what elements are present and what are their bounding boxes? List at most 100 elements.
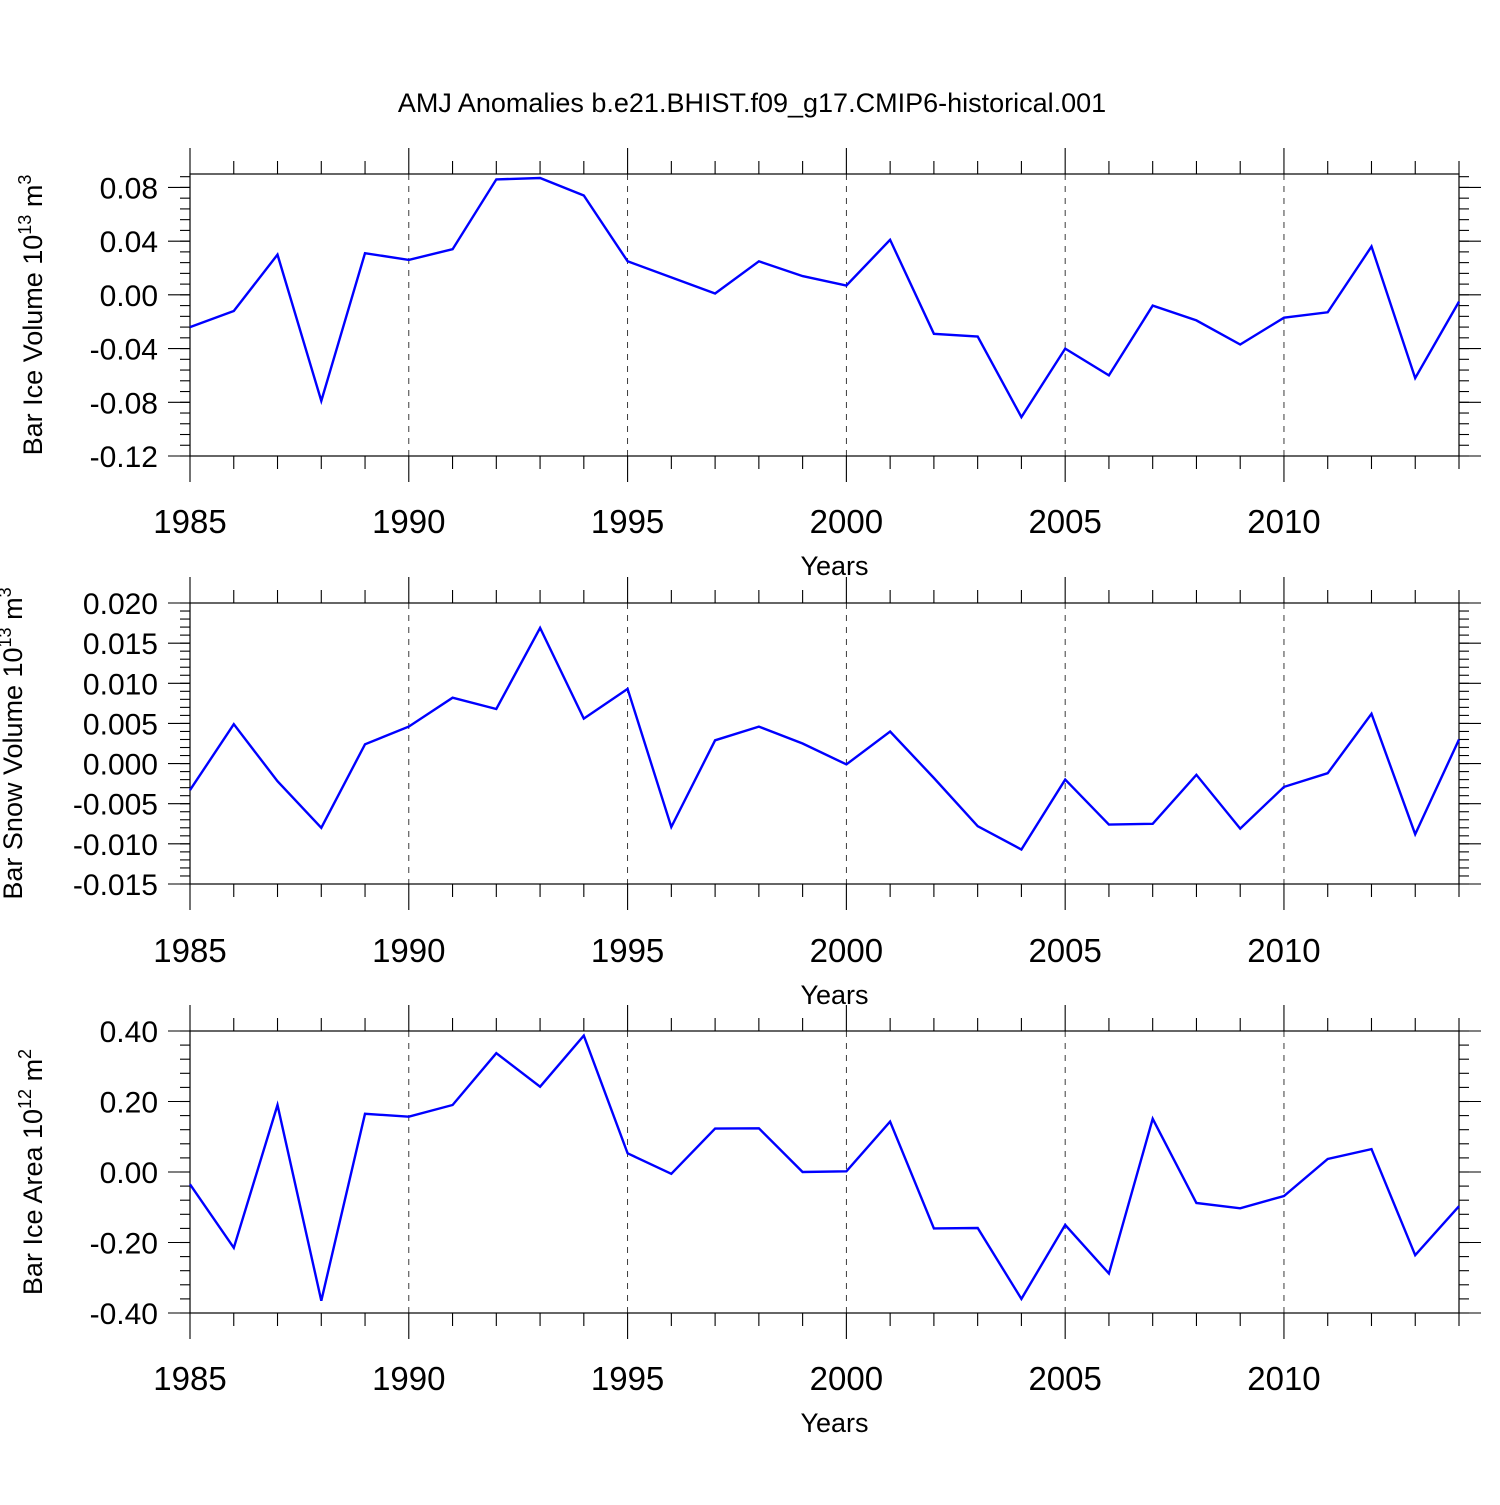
data-point [801, 742, 805, 746]
data-point [1063, 778, 1067, 782]
data-point [932, 332, 936, 336]
data-point [232, 722, 236, 726]
data-point [1413, 1253, 1417, 1257]
data-point [669, 275, 673, 279]
panel-2: -0.015 -0.010 -0.005 0.000 0.005 0.010 0.015 0.… [0, 577, 1481, 1010]
data-point [1282, 316, 1286, 320]
data-point [188, 788, 192, 792]
data-point [1238, 827, 1242, 831]
data-point [319, 826, 323, 830]
data-point [713, 738, 717, 742]
data-point [1326, 771, 1330, 775]
data-point [1413, 832, 1417, 836]
x-tick-label: 2000 [810, 1360, 883, 1397]
data-point [582, 717, 586, 721]
y-axis-label-main: Bar Ice Area 10 [18, 1109, 48, 1295]
data-point [1194, 773, 1198, 777]
x-tick-label: 2005 [1028, 503, 1101, 540]
y-tick-label: 0.020 [83, 588, 158, 621]
x-tick-label: 2010 [1247, 503, 1320, 540]
series-line-bar-ice-volume [189, 176, 1461, 420]
y-axis-label: Bar Ice Area 1012 m2 [15, 1049, 48, 1295]
x-tick-label: 1990 [372, 503, 445, 540]
data-point [1282, 1194, 1286, 1198]
data-point [844, 283, 848, 287]
data-point [407, 258, 411, 262]
x-tick-label: 2005 [1028, 1360, 1101, 1397]
y-tick-label: 0.08 [100, 172, 158, 205]
data-point [1457, 737, 1461, 741]
data-point [757, 725, 761, 729]
data-point [494, 1051, 498, 1055]
data-point [319, 1299, 323, 1303]
panel-1: -0.12 -0.08 -0.04 0.00 0.04 0.08 1985 1990 1995 2… [15, 148, 1481, 581]
data-point [1107, 1272, 1111, 1276]
data-point [713, 292, 717, 296]
data-point [1107, 823, 1111, 827]
data-point [801, 274, 805, 278]
data-point [844, 1169, 848, 1173]
y-axis-label-exponent: 12 [15, 1089, 35, 1109]
data-point [407, 725, 411, 729]
y-tick-label: -0.04 [90, 334, 158, 367]
y-tick-label: 0.00 [100, 280, 158, 313]
panel-3: -0.40 -0.20 0.00 0.20 0.40 1985 1990 1995 2000 20… [15, 1005, 1481, 1438]
x-tick-label: 1985 [153, 932, 226, 969]
data-point [1194, 1201, 1198, 1205]
y-tick-label: -0.12 [90, 441, 158, 474]
y-tick-label: 0.40 [100, 1016, 158, 1049]
data-point [1194, 318, 1198, 322]
data-point [888, 238, 892, 242]
y-tick-label: -0.015 [73, 869, 158, 902]
data-point [1019, 847, 1023, 851]
data-point [1151, 822, 1155, 826]
data-point [1457, 1204, 1461, 1208]
y-tick-label: 0.005 [83, 708, 158, 741]
data-point [757, 259, 761, 263]
data-point [1326, 1157, 1330, 1161]
y-axis-label-exponent: 13 [0, 627, 15, 647]
y-axis-label-main: Bar Ice Volume 10 [18, 235, 48, 456]
plot-frame [189, 173, 1460, 457]
data-point [1369, 245, 1373, 249]
data-point [232, 1246, 236, 1250]
y-tick-label: 0.015 [83, 628, 158, 661]
data-point [1369, 1147, 1373, 1151]
x-tick-label: 2010 [1247, 1360, 1320, 1397]
series-line-bar-snow-volume [189, 625, 1461, 852]
data-point [976, 334, 980, 338]
data-point [1457, 300, 1461, 304]
data-point [232, 309, 236, 313]
data-point [626, 1151, 630, 1155]
y-axis-label-main: Bar Snow Volume 10 [0, 647, 28, 899]
x-tick-label: 1995 [591, 503, 664, 540]
y-tick-label: 0.010 [83, 668, 158, 701]
data-point [713, 1127, 717, 1131]
y-tick-label: -0.40 [90, 1298, 158, 1331]
data-point [626, 687, 630, 691]
data-point [451, 247, 455, 251]
data-point [1238, 343, 1242, 347]
data-point [1238, 1206, 1242, 1210]
data-point [932, 1226, 936, 1230]
data-point [1413, 376, 1417, 380]
x-tick-label: 2000 [810, 932, 883, 969]
y-tick-label: 0.000 [83, 749, 158, 782]
data-point [1151, 304, 1155, 308]
data-point [1151, 1117, 1155, 1121]
data-point [407, 1115, 411, 1119]
data-point [276, 779, 280, 783]
chart-title: AMJ Anomalies b.e21.BHIST.f09_g17.CMIP6-… [398, 88, 1106, 118]
y-axis-label-unit: m [0, 597, 28, 627]
x-tick-label: 1985 [153, 503, 226, 540]
data-point [1019, 1297, 1023, 1301]
y-axis-label-unit-exponent: 2 [15, 1049, 35, 1059]
data-point [1019, 415, 1023, 419]
data-point [1369, 712, 1373, 716]
data-point [363, 1112, 367, 1116]
data-point [451, 696, 455, 700]
data-point [976, 1226, 980, 1230]
data-point [538, 626, 542, 630]
y-axis-label: Bar Snow Volume 1013 m3 [0, 587, 28, 899]
